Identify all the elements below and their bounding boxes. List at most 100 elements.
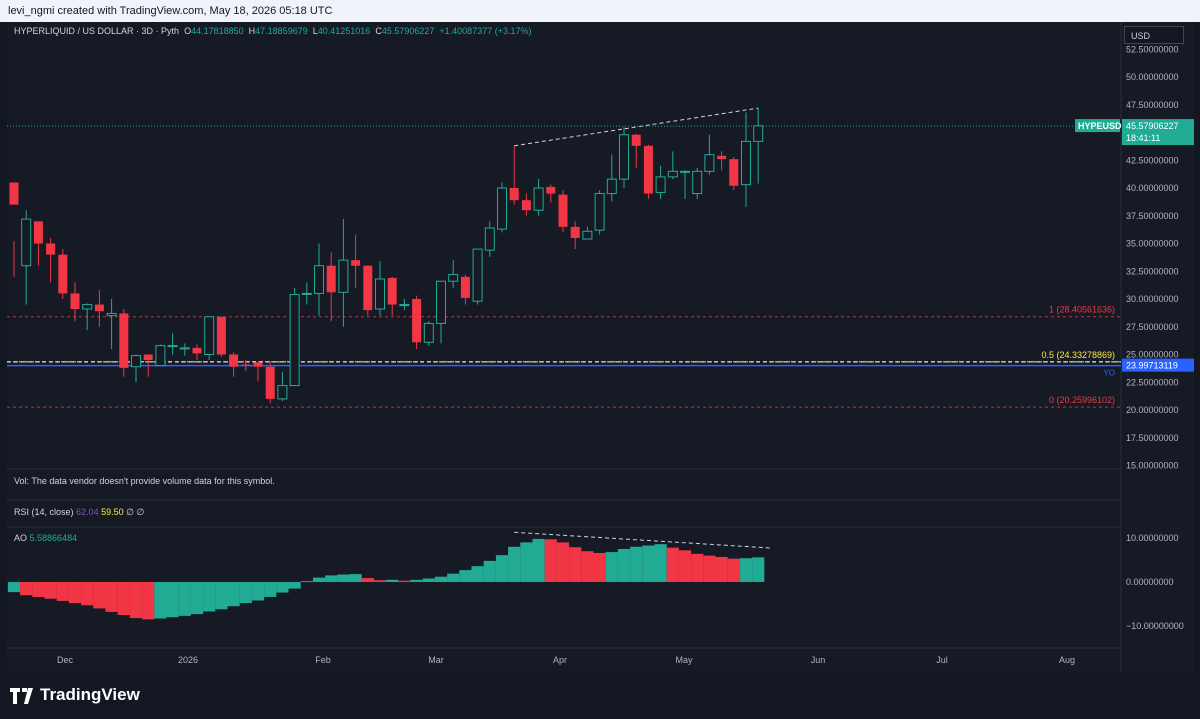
ao-tick-label: −10.00000000 — [1126, 621, 1184, 631]
ao-bar — [666, 547, 679, 582]
candle-body — [484, 227, 495, 251]
candle-body — [497, 187, 507, 230]
low-label: L — [312, 26, 318, 36]
ao-bar — [300, 581, 313, 583]
price-tick-label: 52.50000000 — [1126, 44, 1179, 54]
candle-body — [460, 276, 470, 298]
ao-bar — [691, 553, 704, 582]
footer — [0, 672, 1200, 719]
candle-body — [119, 313, 129, 368]
yearly-open-tag: YO — [1103, 369, 1115, 378]
candle-body — [509, 188, 519, 201]
candle-body — [741, 140, 751, 186]
candle-body — [558, 194, 568, 227]
ao-bar — [373, 580, 387, 582]
candle-body — [643, 145, 653, 194]
ao-bar — [105, 582, 118, 612]
time-axis-label: Jul — [936, 655, 948, 665]
low-value: 40.41251016 — [317, 26, 371, 36]
candle-body — [131, 355, 141, 368]
candle-body — [253, 362, 263, 367]
rsi-value-3: ∅ ∅ — [126, 507, 145, 517]
ao-bar — [569, 547, 582, 582]
ao-bar — [276, 582, 289, 593]
ao-bar — [325, 575, 338, 582]
candle-body — [265, 366, 275, 399]
candle-body — [363, 265, 373, 311]
candle-body — [106, 312, 117, 317]
price-tick-label: 47.50000000 — [1126, 100, 1179, 110]
close-label: C — [375, 26, 382, 36]
ao-bar — [154, 582, 167, 619]
ao-bar — [129, 582, 143, 619]
ao-bar — [44, 582, 57, 599]
close-value: 45.57906227 — [381, 26, 435, 36]
candle-body — [229, 354, 239, 367]
ao-bar — [56, 582, 69, 601]
ao-bar — [617, 549, 631, 582]
rsi-legend: RSI (14, close) 62.04 59.50 ∅ ∅ — [14, 507, 144, 518]
currency-selector[interactable]: USD — [1124, 26, 1184, 44]
ao-bar — [483, 560, 496, 582]
price-tick-label: 32.50000000 — [1126, 266, 1179, 276]
ao-bar — [142, 582, 155, 620]
price-tick-label: 27.50000000 — [1126, 322, 1179, 332]
ao-bar — [447, 573, 460, 582]
price-tick-label: 50.00000000 — [1126, 72, 1179, 82]
price-tick-label: 35.00000000 — [1126, 239, 1179, 249]
symbol-tag-label: HYPEUSD — [1078, 121, 1122, 131]
ao-tick-label: 10.00000000 — [1126, 533, 1179, 543]
ao-bar — [678, 550, 692, 582]
ao-bar — [349, 574, 362, 582]
candle-body — [192, 347, 202, 354]
high-value: 47.18859679 — [255, 26, 308, 36]
candle-body — [179, 347, 190, 350]
candle-body — [680, 170, 690, 173]
candle-body — [277, 385, 288, 400]
fib-level-label: 0 (20.25996102) — [1049, 395, 1115, 405]
ao-bar — [508, 546, 521, 582]
candle-body — [753, 125, 764, 142]
candle-body — [241, 364, 251, 366]
price-tick-label: 15.00000000 — [1126, 461, 1179, 471]
time-axis-label: Apr — [553, 655, 567, 665]
ao-bar — [386, 579, 399, 582]
candle-body — [582, 230, 593, 240]
price-tick-label: 30.00000000 — [1126, 294, 1179, 304]
ao-bar — [520, 542, 533, 582]
candle-body — [216, 316, 226, 355]
high-label: H — [248, 26, 256, 36]
rsi-title: RSI (14, close) — [14, 507, 74, 517]
ao-bar — [68, 582, 82, 604]
candle-body — [46, 243, 56, 255]
fib-level-label: 0.5 (24.33278869) — [1041, 350, 1115, 360]
candle-body — [729, 159, 739, 186]
candle-body — [387, 277, 397, 305]
candle-body — [619, 134, 629, 180]
candle-body — [94, 304, 104, 312]
time-axis-label: 2026 — [178, 655, 198, 665]
candle-body — [338, 259, 349, 293]
candle-body — [631, 134, 641, 146]
price-tick-label: 20.00000000 — [1126, 405, 1179, 415]
chart-header: levi_ngmi created with TradingView.com, … — [0, 0, 1200, 22]
candle-body — [717, 155, 727, 160]
candle-body — [546, 186, 556, 194]
ao-bar — [495, 555, 509, 582]
ao-bar — [20, 582, 33, 596]
time-axis-label: May — [675, 655, 693, 665]
price-tick-label: 25.00000000 — [1126, 350, 1179, 360]
ao-bar — [544, 539, 557, 582]
candle-body — [423, 322, 434, 343]
ao-bar — [459, 570, 472, 582]
ao-bar — [178, 582, 191, 616]
candle-body — [375, 278, 385, 310]
candle-body — [301, 292, 312, 295]
candle-body — [326, 265, 336, 293]
ao-bar — [471, 566, 484, 582]
ao-bar — [642, 545, 655, 582]
candle-body — [155, 345, 166, 367]
ao-bar — [361, 578, 374, 582]
price-tick-label: 22.50000000 — [1126, 377, 1179, 387]
